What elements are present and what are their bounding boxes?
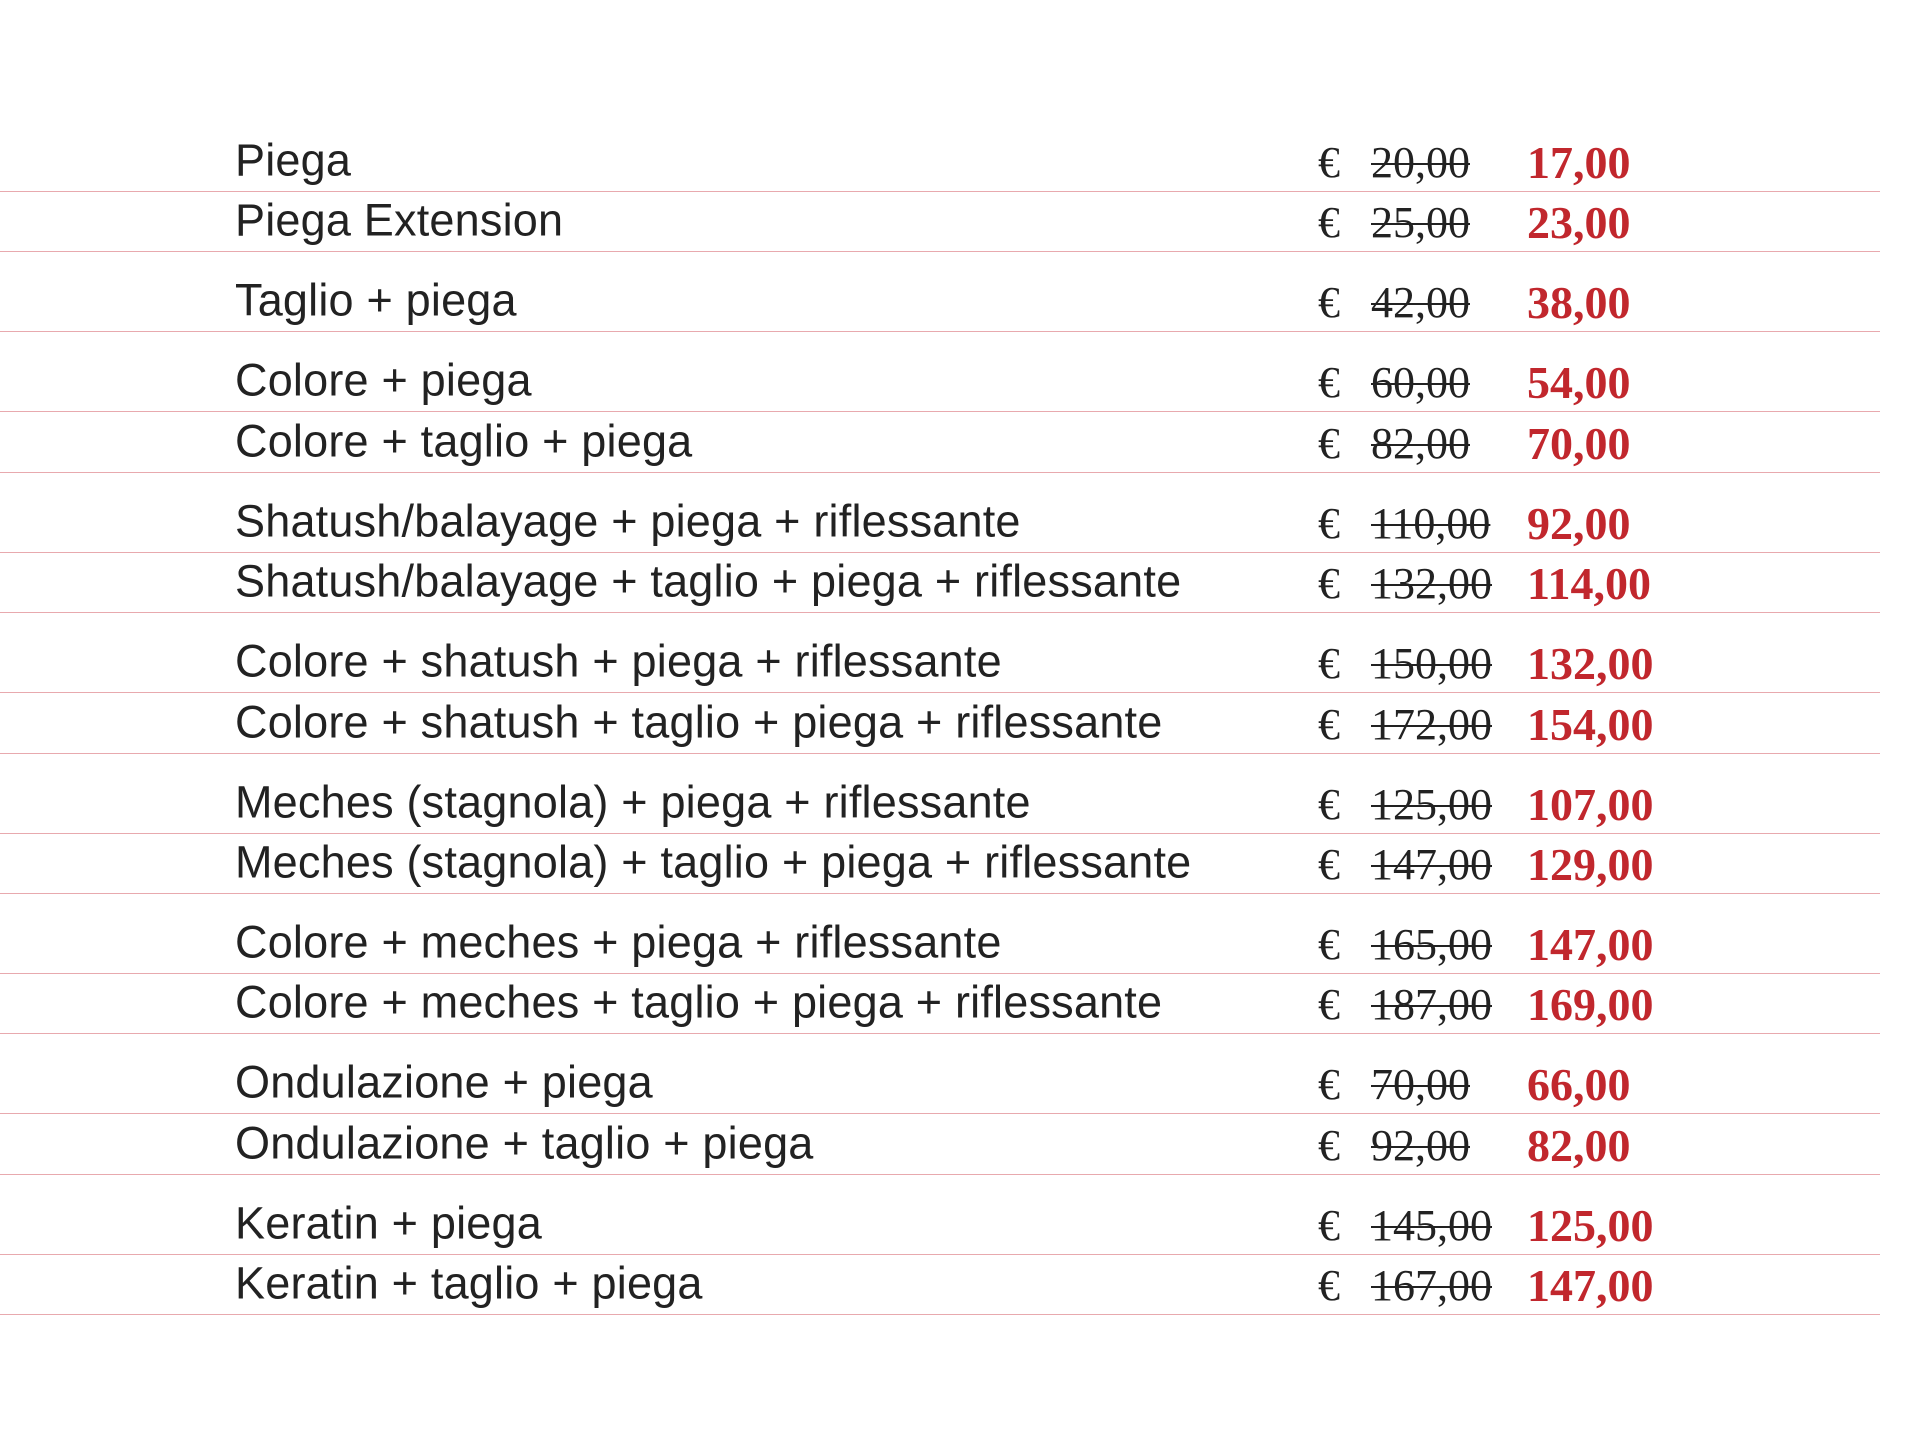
new-price: 169,00 <box>1527 979 1654 1031</box>
service-name: Colore + meches + taglio + piega + rifle… <box>235 976 1163 1028</box>
row-divider <box>0 551 1880 553</box>
currency: € <box>1318 1261 1340 1311</box>
old-price: 187,00 <box>1371 980 1492 1030</box>
row-divider <box>0 411 1880 413</box>
service-name: Colore + shatush + taglio + piega + rifl… <box>235 696 1163 748</box>
row-divider <box>0 832 1880 834</box>
row-divider <box>0 692 1880 694</box>
currency: € <box>1318 920 1340 969</box>
new-price: 82,00 <box>1527 1119 1631 1171</box>
old-price: 92,00 <box>1371 1120 1470 1170</box>
row-divider <box>0 973 1880 974</box>
new-price: 147,00 <box>1527 1260 1654 1312</box>
currency: € <box>1318 840 1340 889</box>
service-name: Ondulazione + piega <box>235 1056 653 1108</box>
row-divider <box>0 1033 1880 1035</box>
new-price: 92,00 <box>1527 497 1631 549</box>
new-price: 107,00 <box>1527 778 1654 830</box>
row-divider <box>0 331 1880 333</box>
currency: € <box>1318 278 1340 328</box>
currency: € <box>1318 138 1340 187</box>
row-divider <box>0 191 1880 192</box>
new-price: 54,00 <box>1527 357 1631 409</box>
currency: € <box>1318 1060 1340 1110</box>
new-price: 114,00 <box>1527 558 1651 610</box>
service-name: Keratin + piega <box>235 1197 542 1249</box>
currency: € <box>1318 198 1340 248</box>
service-name: Shatush/balayage + taglio + piega + rifl… <box>235 555 1182 607</box>
new-price: 147,00 <box>1527 919 1654 970</box>
currency: € <box>1318 1120 1340 1170</box>
old-price: 132,00 <box>1371 559 1492 609</box>
row-divider <box>0 1173 1880 1175</box>
currency: € <box>1318 498 1340 548</box>
old-price: 60,00 <box>1371 358 1470 408</box>
service-name: Ondulazione + taglio + piega <box>235 1117 814 1169</box>
new-price: 66,00 <box>1527 1059 1631 1111</box>
service-name: Shatush/balayage + piega + riflessante <box>235 495 1021 547</box>
row-divider <box>0 1113 1880 1115</box>
new-price: 17,00 <box>1527 137 1631 188</box>
row-divider <box>0 752 1880 754</box>
old-price: 147,00 <box>1371 840 1492 889</box>
currency: € <box>1318 639 1340 689</box>
old-price: 25,00 <box>1371 198 1470 248</box>
row-divider <box>0 251 1880 253</box>
new-price: 129,00 <box>1527 839 1654 890</box>
currency: € <box>1318 1200 1340 1250</box>
service-name: Meches (stagnola) + taglio + piega + rif… <box>235 836 1192 888</box>
old-price: 42,00 <box>1371 278 1470 328</box>
old-price: 167,00 <box>1371 1261 1492 1311</box>
new-price: 125,00 <box>1527 1199 1654 1251</box>
currency: € <box>1318 418 1340 468</box>
row-divider <box>0 471 1880 473</box>
service-name: Taglio + piega <box>235 274 517 326</box>
old-price: 70,00 <box>1371 1060 1470 1110</box>
service-name: Meches (stagnola) + piega + riflessante <box>235 776 1031 828</box>
service-name: Colore + taglio + piega <box>235 415 693 467</box>
new-price: 23,00 <box>1527 197 1631 249</box>
old-price: 125,00 <box>1371 779 1492 829</box>
service-name: Piega <box>235 134 352 186</box>
currency: € <box>1318 559 1340 609</box>
old-price: 20,00 <box>1371 138 1470 187</box>
new-price: 38,00 <box>1527 277 1631 329</box>
service-name: Keratin + taglio + piega <box>235 1257 703 1309</box>
service-name: Colore + meches + piega + riflessante <box>235 916 1002 968</box>
new-price: 132,00 <box>1527 638 1654 690</box>
row-divider <box>0 893 1880 894</box>
service-name: Colore + piega <box>235 354 532 406</box>
old-price: 165,00 <box>1371 920 1492 969</box>
new-price: 70,00 <box>1527 417 1631 469</box>
new-price: 154,00 <box>1527 698 1654 750</box>
row-divider <box>0 1253 1880 1255</box>
currency: € <box>1318 779 1340 829</box>
old-price: 145,00 <box>1371 1200 1492 1250</box>
currency: € <box>1318 358 1340 408</box>
old-price: 82,00 <box>1371 418 1470 468</box>
currency: € <box>1318 980 1340 1030</box>
old-price: 150,00 <box>1371 639 1492 689</box>
row-divider <box>0 612 1880 614</box>
currency: € <box>1318 699 1340 749</box>
service-name: Piega Extension <box>235 194 564 246</box>
row-divider <box>0 1314 1880 1316</box>
old-price: 110,00 <box>1371 498 1491 548</box>
service-name: Colore + shatush + piega + riflessante <box>235 635 1002 687</box>
old-price: 172,00 <box>1371 699 1492 749</box>
